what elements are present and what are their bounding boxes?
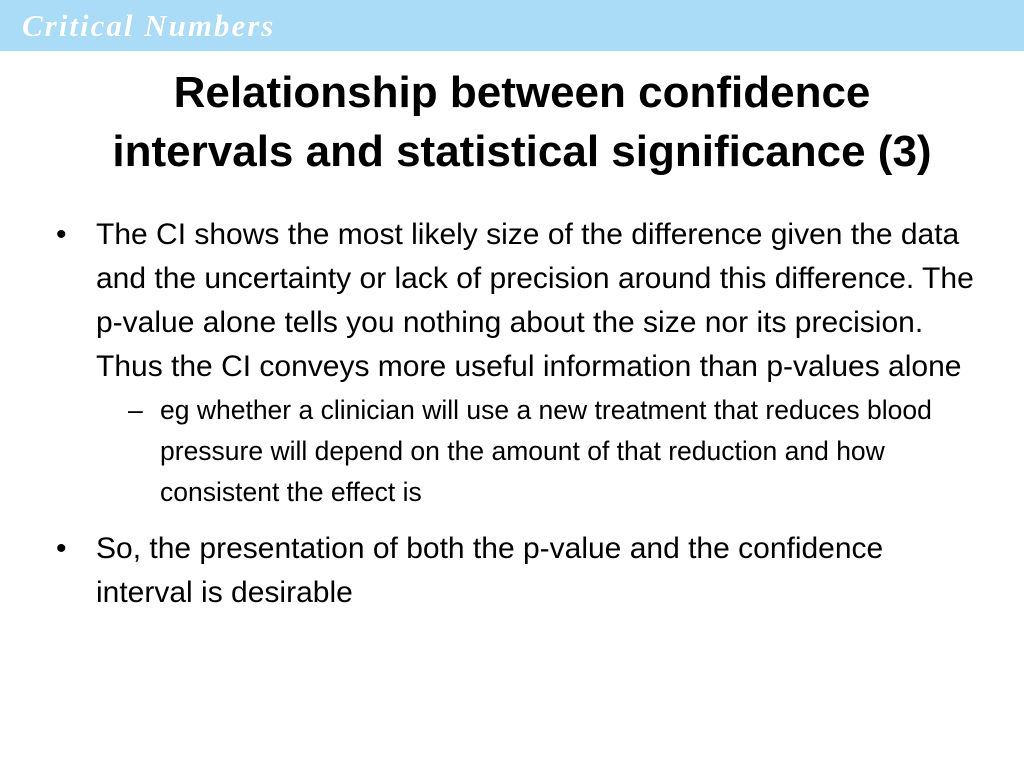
title-line: intervals and statistical significance (… [112, 127, 932, 176]
bullet-marker: • [56, 532, 67, 565]
sub-bullet: – eg whether a clinician will use a new t… [128, 390, 972, 513]
sub-bullet-marker: – [128, 395, 143, 425]
slide-body: • The CI shows the most likely size of th… [0, 213, 1024, 623]
bullet-text: The CI shows the most likely size of the… [96, 218, 974, 383]
title-line: Relationship between confidence [173, 68, 871, 117]
header-bar: Critical Numbers [0, 0, 1024, 51]
brand: Critical Numbers [22, 8, 276, 43]
bullet-text: So, the presentation of both the p-value… [96, 532, 884, 609]
bullet-marker: • [56, 218, 67, 251]
sub-bullet-text: eg whether a clinician will use a new tr… [160, 395, 932, 507]
bullet: • So, the presentation of both the p-valu… [0, 527, 980, 615]
slide-title: Relationship between confidence intervals… [20, 63, 1024, 181]
bullet: • The CI shows the most likely size of th… [0, 213, 980, 513]
